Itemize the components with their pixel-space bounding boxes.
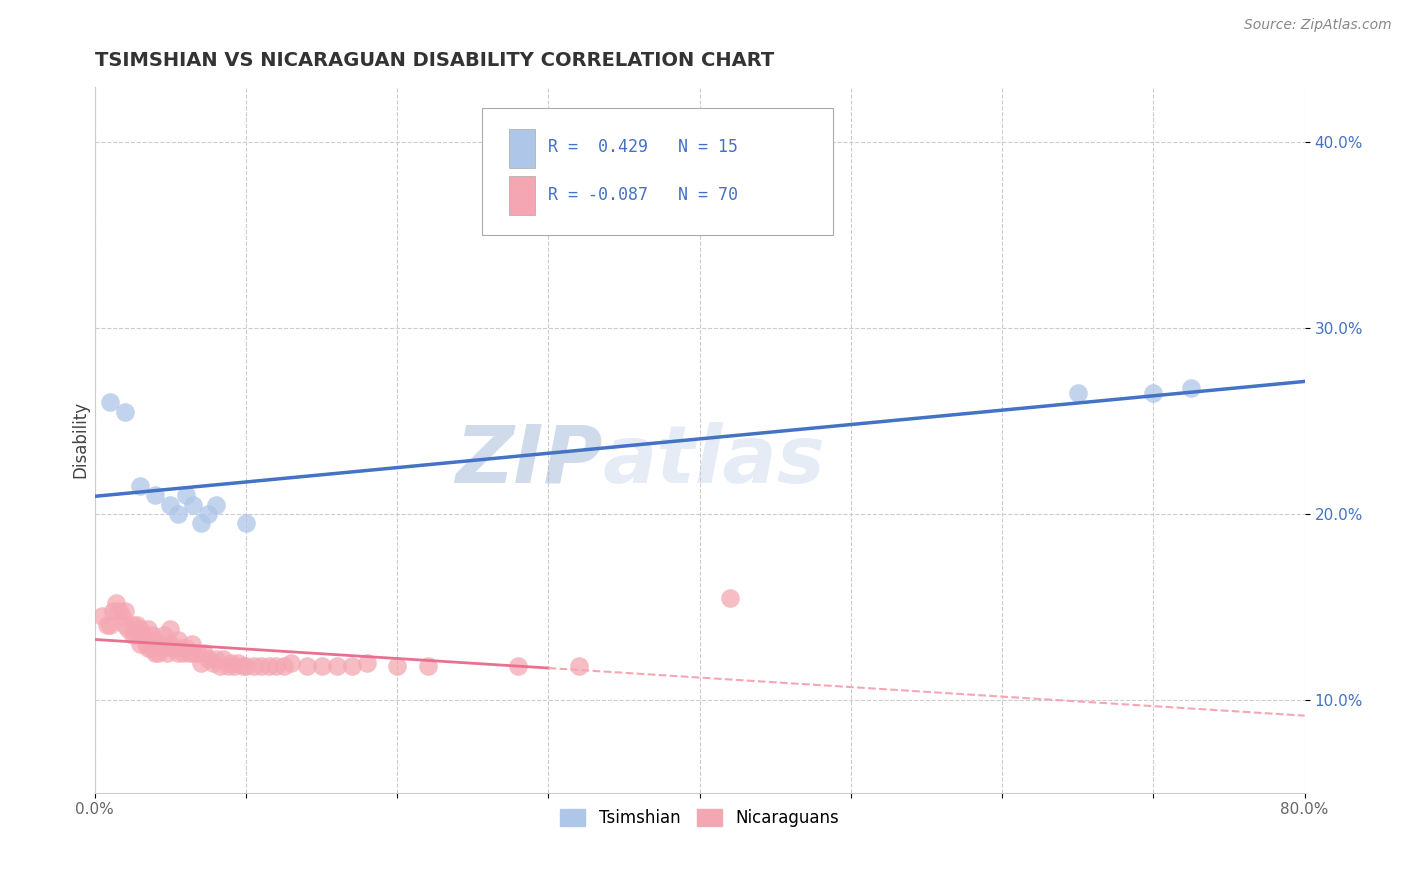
FancyBboxPatch shape bbox=[509, 177, 536, 215]
Point bbox=[159, 622, 181, 636]
Text: Source: ZipAtlas.com: Source: ZipAtlas.com bbox=[1244, 18, 1392, 32]
Text: TSIMSHIAN VS NICARAGUAN DISABILITY CORRELATION CHART: TSIMSHIAN VS NICARAGUAN DISABILITY CORRE… bbox=[94, 51, 775, 70]
Point bbox=[190, 656, 212, 670]
Y-axis label: Disability: Disability bbox=[72, 401, 89, 478]
Point bbox=[96, 618, 118, 632]
Point bbox=[148, 646, 170, 660]
Point bbox=[159, 637, 181, 651]
Point bbox=[197, 652, 219, 666]
Point bbox=[180, 637, 202, 651]
Point bbox=[170, 640, 193, 655]
Point bbox=[356, 656, 378, 670]
Point bbox=[111, 609, 134, 624]
Point bbox=[143, 646, 166, 660]
Point bbox=[718, 591, 741, 605]
Point bbox=[190, 516, 212, 531]
Point bbox=[98, 618, 121, 632]
Point bbox=[117, 622, 139, 636]
Point bbox=[257, 659, 280, 673]
Point bbox=[121, 618, 143, 632]
Point bbox=[149, 637, 172, 651]
Point bbox=[212, 652, 235, 666]
Point bbox=[108, 603, 131, 617]
FancyBboxPatch shape bbox=[482, 108, 832, 235]
Point bbox=[167, 507, 190, 521]
Point bbox=[193, 646, 215, 660]
Text: R =  0.429   N = 15: R = 0.429 N = 15 bbox=[548, 137, 738, 155]
Point bbox=[209, 659, 232, 673]
Point bbox=[326, 659, 349, 673]
Point bbox=[174, 640, 197, 655]
Point bbox=[153, 628, 176, 642]
Point bbox=[136, 622, 159, 636]
Point bbox=[197, 507, 219, 521]
Point bbox=[568, 659, 591, 673]
Point bbox=[91, 609, 114, 624]
Point bbox=[167, 633, 190, 648]
Point bbox=[114, 405, 136, 419]
Point bbox=[129, 637, 152, 651]
Point bbox=[124, 628, 146, 642]
Point bbox=[177, 646, 200, 660]
Point bbox=[228, 656, 250, 670]
Point bbox=[121, 628, 143, 642]
Point bbox=[141, 628, 163, 642]
Point bbox=[1180, 380, 1202, 394]
Point bbox=[1142, 386, 1164, 401]
Point bbox=[98, 395, 121, 409]
Point bbox=[129, 622, 152, 636]
Point bbox=[264, 659, 287, 673]
Point bbox=[129, 479, 152, 493]
Point bbox=[143, 633, 166, 648]
Legend: Tsimshian, Nicaraguans: Tsimshian, Nicaraguans bbox=[554, 802, 846, 834]
Point bbox=[250, 659, 273, 673]
Point bbox=[235, 516, 257, 531]
Point bbox=[127, 618, 149, 632]
Point bbox=[104, 596, 127, 610]
Point bbox=[159, 498, 181, 512]
Point bbox=[162, 640, 184, 655]
Point bbox=[295, 659, 318, 673]
Point bbox=[136, 640, 159, 655]
Point bbox=[242, 659, 264, 673]
Point bbox=[187, 646, 209, 660]
Point bbox=[139, 640, 162, 655]
Point bbox=[167, 646, 190, 660]
Point bbox=[143, 488, 166, 502]
Point bbox=[217, 659, 239, 673]
Point bbox=[387, 659, 409, 673]
Point bbox=[114, 603, 136, 617]
Point bbox=[1067, 386, 1090, 401]
Point bbox=[152, 640, 174, 655]
Point bbox=[219, 656, 242, 670]
Text: ZIP: ZIP bbox=[456, 422, 603, 500]
Point bbox=[204, 652, 226, 666]
Point bbox=[232, 659, 254, 673]
Point bbox=[101, 603, 124, 617]
Point bbox=[181, 646, 204, 660]
Point bbox=[174, 488, 197, 502]
Point bbox=[172, 646, 194, 660]
Point bbox=[416, 659, 439, 673]
Point bbox=[273, 659, 295, 673]
Text: atlas: atlas bbox=[603, 422, 825, 500]
Point bbox=[311, 659, 333, 673]
Point bbox=[156, 646, 179, 660]
Point bbox=[235, 659, 257, 673]
FancyBboxPatch shape bbox=[509, 128, 536, 168]
Point bbox=[204, 498, 226, 512]
Point bbox=[114, 618, 136, 632]
Point bbox=[340, 659, 363, 673]
Point bbox=[135, 637, 157, 651]
Point bbox=[508, 659, 530, 673]
Point bbox=[222, 659, 245, 673]
Text: R = -0.087   N = 70: R = -0.087 N = 70 bbox=[548, 186, 738, 204]
Point bbox=[201, 656, 224, 670]
Point bbox=[280, 656, 302, 670]
Point bbox=[132, 628, 155, 642]
Point bbox=[181, 498, 204, 512]
